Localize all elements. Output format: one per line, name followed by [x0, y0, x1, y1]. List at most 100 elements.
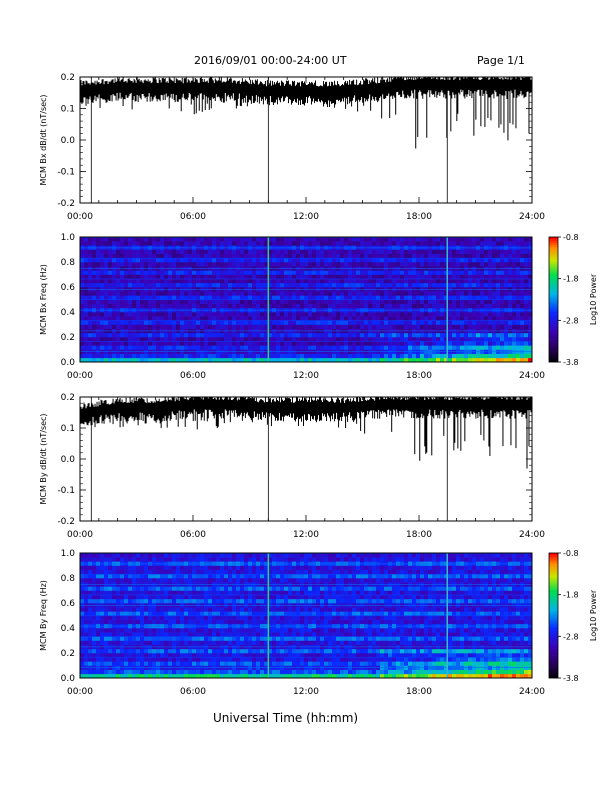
- heatmap-cell: [508, 253, 513, 259]
- heatmap-cell: [380, 320, 385, 325]
- heatmap-cell: [424, 337, 429, 342]
- heatmap-cell: [164, 557, 169, 562]
- heatmap-cell: [144, 598, 149, 604]
- heatmap-cell: [476, 345, 481, 350]
- heatmap-cell: [348, 253, 353, 259]
- heatmap-cell: [200, 291, 205, 296]
- heatmap-cell: [472, 357, 477, 363]
- heatmap-cell: [520, 357, 525, 363]
- heatmap-cell: [500, 332, 505, 338]
- heatmap-cell: [168, 628, 173, 633]
- heatmap-cell: [168, 619, 173, 625]
- heatmap-cell: [212, 357, 217, 363]
- heatmap-cell: [148, 578, 153, 583]
- y-tick-label: -0.1: [57, 486, 75, 496]
- heatmap-cell: [468, 257, 473, 263]
- heatmap-cell: [288, 341, 293, 346]
- heatmap-cell: [116, 337, 121, 342]
- heatmap-cell: [444, 262, 449, 267]
- heatmap-cell: [120, 640, 125, 645]
- heatmap-cell: [272, 299, 277, 304]
- heatmap-cell: [328, 241, 333, 246]
- heatmap-cell: [84, 291, 89, 296]
- heatmap-cell: [360, 357, 365, 363]
- heatmap-cell: [444, 299, 449, 304]
- heatmap-cell: [228, 332, 233, 338]
- heatmap-cell: [340, 274, 345, 279]
- heatmap-cell: [484, 282, 489, 288]
- heatmap-cell: [340, 316, 345, 321]
- heatmap-cell: [300, 337, 305, 342]
- heatmap-cell: [316, 332, 321, 338]
- heatmap-cell: [456, 262, 461, 267]
- heatmap-cell: [428, 353, 433, 359]
- heatmap-cell: [468, 303, 473, 309]
- heatmap-cell: [492, 274, 497, 279]
- heatmap-cell: [440, 332, 445, 338]
- heatmap-cell: [184, 237, 189, 242]
- heatmap-cell: [80, 573, 85, 579]
- heatmap-cell: [432, 299, 437, 304]
- heatmap-cell: [384, 332, 389, 338]
- heatmap-cell: [340, 345, 345, 350]
- heatmap-cell: [468, 295, 473, 300]
- heatmap-cell: [160, 337, 165, 342]
- heatmap-cell: [164, 241, 169, 246]
- heatmap-cell: [440, 337, 445, 342]
- heatmap-cell: [92, 282, 97, 288]
- heatmap-cell: [164, 337, 169, 342]
- heatmap-cell: [256, 324, 261, 329]
- heatmap-cell: [236, 320, 241, 325]
- heatmap-cell: [428, 332, 433, 338]
- heatmap-cell: [508, 332, 513, 338]
- heatmap-cell: [252, 291, 257, 296]
- heatmap-cell: [216, 565, 221, 570]
- heatmap-cell: [328, 295, 333, 300]
- heatmap-cell: [196, 295, 201, 300]
- heatmap-cell: [372, 274, 377, 279]
- heatmap-cell: [184, 594, 189, 600]
- heatmap-cell: [428, 295, 433, 300]
- heatmap-cell: [80, 657, 85, 662]
- heatmap-cell: [100, 357, 105, 363]
- heatmap-cell: [504, 357, 509, 363]
- heatmap-cell: [96, 262, 101, 267]
- heatmap-cell: [196, 594, 201, 600]
- heatmap-cell: [424, 291, 429, 296]
- heatmap-cell: [348, 274, 353, 279]
- heatmap-cell: [492, 282, 497, 288]
- heatmap-cell: [436, 282, 441, 288]
- heatmap-cell: [328, 253, 333, 259]
- heatmap-cell: [216, 615, 221, 620]
- heatmap-cell: [496, 320, 501, 325]
- heatmap-cell: [464, 270, 469, 275]
- heatmap-cell: [416, 303, 421, 309]
- heatmap-cell: [148, 237, 153, 242]
- heatmap-cell: [80, 586, 85, 591]
- heatmap-cell: [120, 332, 125, 338]
- heatmap-cell: [264, 316, 269, 321]
- heatmap-cell: [148, 657, 153, 662]
- heatmap-cell: [448, 241, 453, 246]
- heatmap-cell: [456, 303, 461, 309]
- heatmap-cell: [216, 237, 221, 242]
- heatmap-cell: [292, 316, 297, 321]
- heatmap-cell: [372, 353, 377, 359]
- heatmap-cell: [108, 640, 113, 645]
- heatmap-cell: [308, 353, 313, 359]
- heatmap-cell: [452, 237, 457, 242]
- heatmap-cell: [292, 303, 297, 309]
- heatmap-cell: [360, 241, 365, 246]
- heatmap-cell: [304, 249, 309, 254]
- heatmap-cell: [520, 324, 525, 329]
- heatmap-cell: [168, 594, 173, 600]
- heatmap-cell: [196, 557, 201, 562]
- heatmap-cell: [224, 324, 229, 329]
- heatmap-cell: [400, 270, 405, 275]
- colorbar-segment: [549, 303, 558, 307]
- heatmap-cell: [428, 274, 433, 279]
- heatmap-cell: [128, 282, 133, 288]
- heatmap-cell: [520, 274, 525, 279]
- heatmap-cell: [452, 249, 457, 254]
- heatmap-cell: [396, 353, 401, 359]
